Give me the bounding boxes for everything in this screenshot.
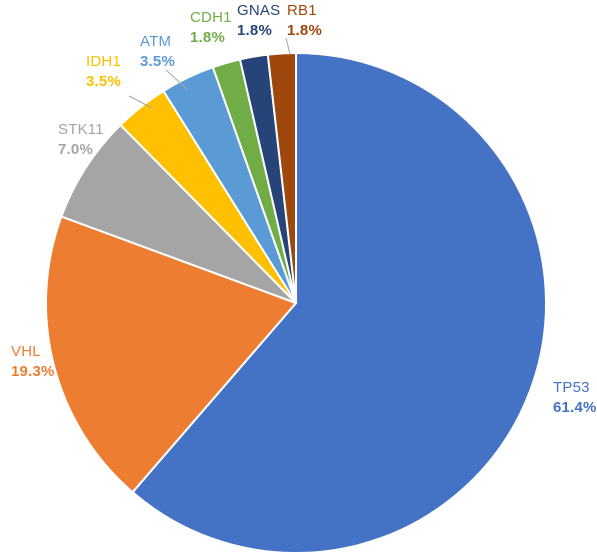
data-label-cdh1: CDH1 1.8% — [190, 9, 232, 46]
pie-slice-tp53 — [131, 51, 547, 554]
leader-line-atm — [165, 69, 188, 90]
data-label-value-tp53: 61.4% — [553, 399, 597, 416]
data-label-vhl: VHL 19.3% — [11, 343, 55, 380]
data-label-value-cdh1: 1.8% — [190, 29, 225, 46]
data-label-name-rb1: RB1 — [287, 2, 317, 19]
data-label-name-gnas: GNAS — [237, 2, 280, 19]
data-label-value-vhl: 19.3% — [11, 363, 55, 380]
pie-slices — [45, 51, 547, 554]
data-label-name-atm: ATM — [140, 33, 171, 50]
data-label-tp53: TP53 61.4% — [553, 379, 597, 416]
pie-slice-rb1 — [266, 51, 297, 304]
data-label-value-stk11: 7.0% — [58, 141, 93, 158]
pie-slice-stk11 — [60, 123, 297, 304]
leader-line-idh1 — [128, 95, 153, 109]
data-label-value-gnas: 1.8% — [237, 22, 272, 39]
data-label-name-stk11: STK11 — [58, 121, 104, 138]
data-label-stk11: STK11 7.0% — [58, 121, 104, 158]
leader-line-stk11 — [115, 167, 124, 177]
leader-lines — [115, 37, 291, 177]
data-label-value-idh1: 3.5% — [86, 73, 121, 90]
data-label-name-cdh1: CDH1 — [190, 9, 232, 26]
data-label-rb1: RB1 1.8% — [287, 2, 322, 39]
data-label-value-rb1: 1.8% — [287, 22, 322, 39]
leader-line-rb1 — [285, 37, 291, 55]
data-label-gnas: GNAS 1.8% — [237, 2, 280, 39]
data-label-atm: ATM 3.5% — [140, 33, 175, 70]
data-label-idh1: IDH1 3.5% — [86, 53, 121, 90]
data-label-name-vhl: VHL — [11, 343, 41, 360]
data-label-name-tp53: TP53 — [553, 379, 590, 396]
data-labels: TP53 61.4% VHL 19.3% STK11 7.0% IDH1 3.5% ATM 3.5… — [11, 2, 597, 416]
data-label-value-atm: 3.5% — [140, 53, 175, 70]
pie-slice-vhl — [45, 215, 298, 494]
data-label-name-idh1: IDH1 — [86, 53, 121, 70]
